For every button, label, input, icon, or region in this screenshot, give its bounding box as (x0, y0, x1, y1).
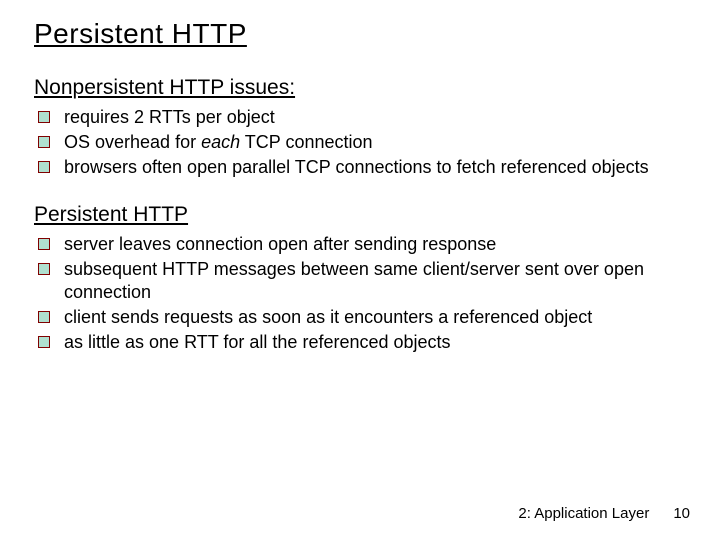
list-item: subsequent HTTP messages between same cl… (38, 258, 686, 304)
section-persistent: Persistent HTTP server leaves connection… (34, 203, 686, 354)
list-item-text: browsers often open parallel TCP connect… (64, 157, 649, 177)
section-nonpersistent: Nonpersistent HTTP issues: requires 2 RT… (34, 76, 686, 179)
bullet-icon (38, 111, 50, 123)
bullet-icon (38, 336, 50, 348)
list-item: client sends requests as soon as it enco… (38, 306, 686, 329)
list-item: server leaves connection open after send… (38, 233, 686, 256)
list-item-text: server leaves connection open after send… (64, 234, 496, 254)
list-item-text: subsequent HTTP messages between same cl… (64, 259, 644, 302)
list-item: OS overhead for each TCP connection (38, 131, 686, 154)
list-item-text: requires 2 RTTs per object (64, 107, 275, 127)
bullet-icon (38, 263, 50, 275)
list-item: browsers often open parallel TCP connect… (38, 156, 686, 179)
bullet-list: requires 2 RTTs per object OS overhead f… (34, 106, 686, 179)
section-heading: Nonpersistent HTTP issues: (34, 76, 686, 100)
bullet-icon (38, 238, 50, 250)
slide-title: Persistent HTTP (34, 18, 686, 50)
bullet-icon (38, 136, 50, 148)
section-heading: Persistent HTTP (34, 203, 686, 227)
bullet-icon (38, 311, 50, 323)
footer-page-number: 10 (673, 505, 690, 522)
slide: Persistent HTTP Nonpersistent HTTP issue… (0, 0, 720, 540)
list-item-text: OS overhead for each TCP connection (64, 132, 373, 152)
bullet-icon (38, 161, 50, 173)
list-item: as little as one RTT for all the referen… (38, 331, 686, 354)
list-item: requires 2 RTTs per object (38, 106, 686, 129)
list-item-text: as little as one RTT for all the referen… (64, 332, 451, 352)
list-item-text: client sends requests as soon as it enco… (64, 307, 592, 327)
bullet-list: server leaves connection open after send… (34, 233, 686, 354)
slide-footer: 2: Application Layer 10 (518, 505, 690, 522)
footer-chapter: 2: Application Layer (518, 505, 649, 522)
